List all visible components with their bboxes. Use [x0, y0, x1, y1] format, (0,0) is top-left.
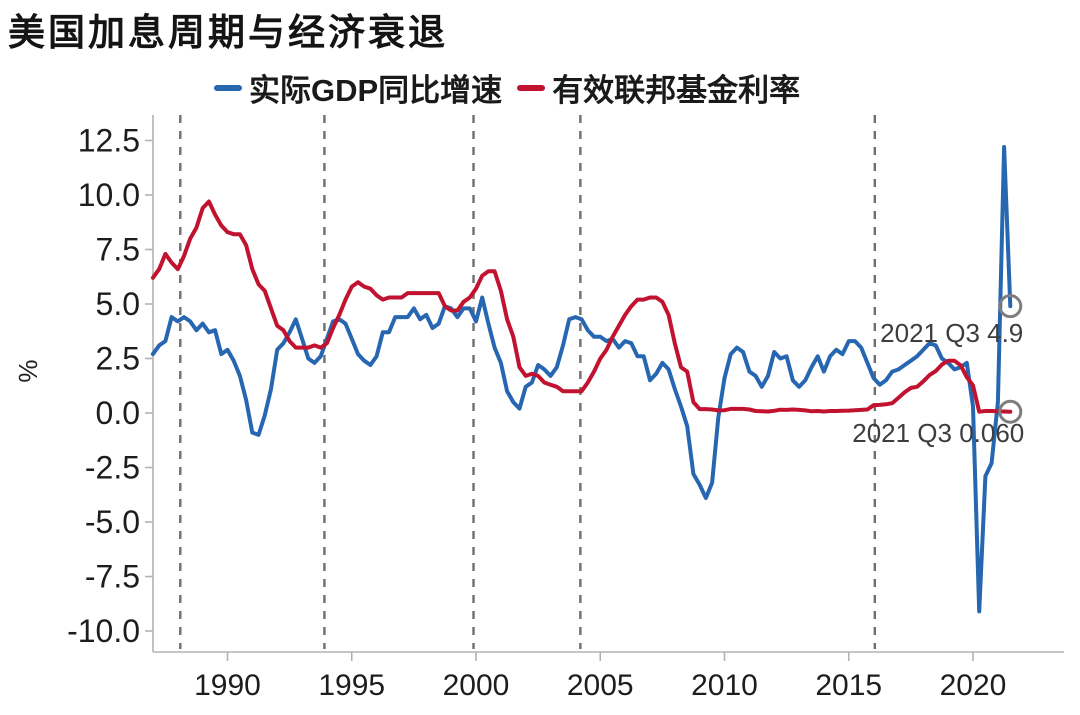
x-tick-label: 1990 — [194, 669, 261, 702]
y-axis-label: % — [13, 359, 43, 383]
y-tick-label: -7.5 — [85, 559, 140, 595]
legend-label-ffr: 有效联邦基金利率 — [552, 73, 801, 108]
annotation-ffr-latest: 2021 Q3 0.060 — [852, 417, 1025, 448]
gdp-line-series — [150, 145, 1013, 614]
ffr-end-marker — [998, 399, 1023, 424]
x-tick-label: 2005 — [567, 669, 634, 702]
legend-item-gdp: 实际GDP同比增速 — [214, 65, 502, 110]
legend-item-ffr: 有效联邦基金利率 — [517, 65, 800, 110]
y-tick-label: 7.5 — [96, 232, 140, 268]
ffr-line-series — [150, 199, 1013, 414]
y-tick-label: 0.0 — [96, 395, 140, 431]
gdp-line-swatch-icon — [214, 84, 242, 91]
x-tick-label: 2015 — [815, 669, 882, 702]
gdp-end-marker — [998, 294, 1023, 319]
legend-label-gdp: 实际GDP同比增速 — [249, 73, 503, 108]
x-tick-label: 2000 — [443, 669, 510, 702]
y-tick-label: 5.0 — [96, 286, 140, 322]
y-tick-label: -10.0 — [67, 613, 140, 649]
x-tick-label: 2010 — [691, 669, 758, 702]
x-tick-label: 1995 — [318, 669, 385, 702]
ffr-line-swatch-icon — [517, 84, 546, 91]
y-tick-label: 12.5 — [78, 123, 140, 159]
y-tick-label: 10.0 — [78, 177, 140, 213]
chart-title: 美国加息周期与经济衰退 — [8, 12, 448, 53]
y-tick-label: -5.0 — [85, 504, 140, 540]
x-tick-label: 2020 — [940, 669, 1007, 702]
annotation-gdp-latest: 2021 Q3 4.9 — [880, 318, 1024, 349]
legend: 实际GDP同比增速 有效联邦基金利率 — [214, 65, 800, 110]
y-tick-label: 2.5 — [96, 341, 140, 377]
y-tick-label: -2.5 — [85, 450, 140, 486]
